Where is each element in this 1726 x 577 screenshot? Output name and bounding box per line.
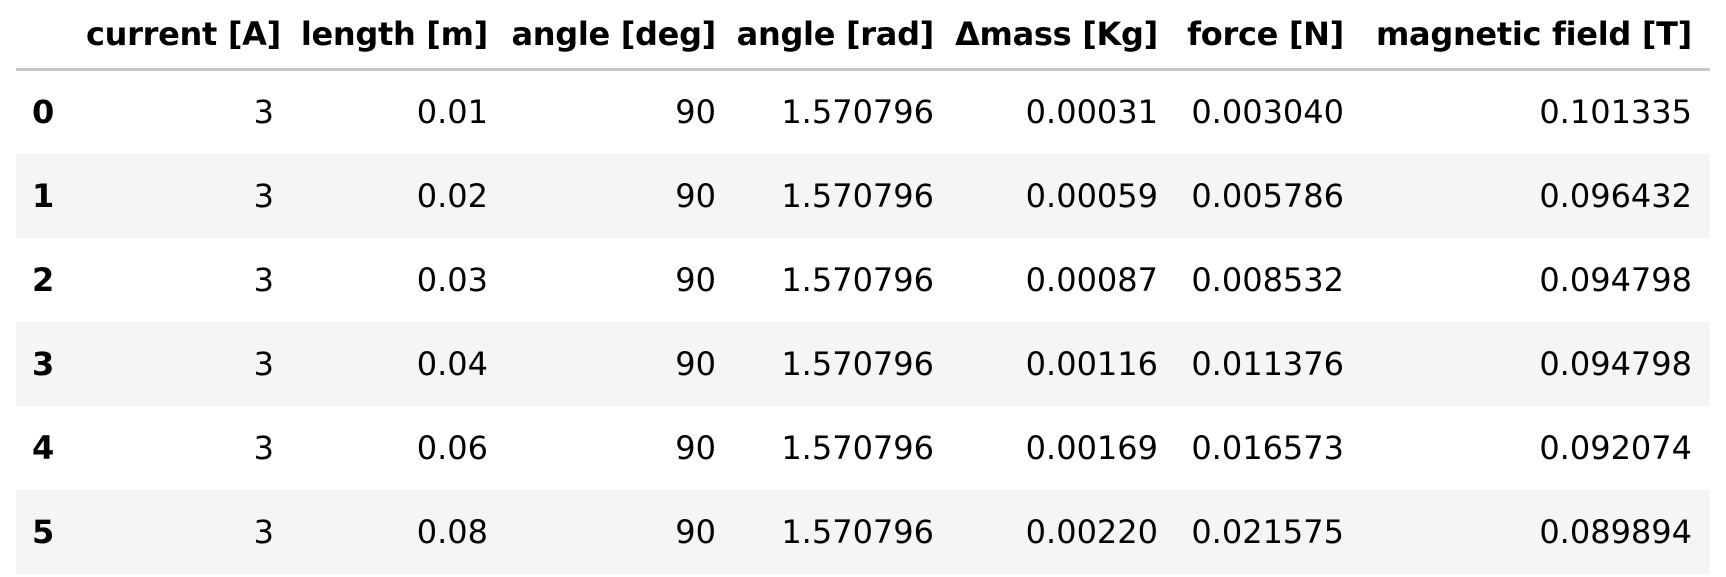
cell-magnetic-field: 0.094798	[1539, 344, 1692, 383]
table-row: 2 3 0.03 90 1.570796 0.00087 0.008532 0.…	[16, 238, 1710, 322]
column-header-current: current [A]	[86, 0, 292, 71]
cell-delta-mass: 0.00116	[1025, 344, 1158, 383]
cell-magnetic-field: 0.096432	[1539, 176, 1692, 215]
cell-length: 0.03	[416, 260, 488, 299]
cell-angle-deg: 90	[675, 344, 716, 383]
row-index: 2	[32, 260, 55, 299]
cell-length: 0.08	[416, 512, 488, 551]
table-row: 4 3 0.06 90 1.570796 0.00169 0.016573 0.…	[16, 406, 1710, 490]
cell-length: 0.06	[416, 428, 488, 467]
row-index: 3	[32, 344, 55, 383]
column-header-angle-deg: angle [deg]	[506, 0, 734, 71]
row-index: 1	[32, 176, 55, 215]
cell-magnetic-field: 0.092074	[1539, 428, 1692, 467]
data-table: current [A] length [m] angle [deg] angle…	[16, 0, 1710, 574]
cell-magnetic-field: 0.089894	[1539, 512, 1692, 551]
row-index: 0	[32, 93, 55, 132]
cell-angle-deg: 90	[675, 260, 716, 299]
cell-delta-mass: 0.00220	[1025, 512, 1158, 551]
cell-force: 0.005786	[1191, 176, 1344, 215]
column-header-magnetic-field: magnetic field [T]	[1362, 0, 1710, 71]
cell-angle-rad: 1.570796	[781, 512, 934, 551]
cell-current: 3	[253, 93, 274, 132]
table-body: 0 3 0.01 90 1.570796 0.00031 0.003040 0.…	[16, 70, 1710, 574]
cell-force: 0.021575	[1191, 512, 1344, 551]
cell-current: 3	[253, 260, 274, 299]
cell-delta-mass: 0.00059	[1025, 176, 1158, 215]
column-header-angle-rad: angle [rad]	[734, 0, 952, 71]
cell-magnetic-field: 0.094798	[1539, 260, 1692, 299]
cell-length: 0.04	[416, 344, 488, 383]
cell-current: 3	[253, 344, 274, 383]
cell-angle-rad: 1.570796	[781, 93, 934, 132]
table-row: 0 3 0.01 90 1.570796 0.00031 0.003040 0.…	[16, 70, 1710, 154]
cell-delta-mass: 0.00087	[1025, 260, 1158, 299]
cell-delta-mass: 0.00031	[1025, 93, 1158, 132]
table-row: 5 3 0.08 90 1.570796 0.00220 0.021575 0.…	[16, 489, 1710, 574]
cell-angle-rad: 1.570796	[781, 176, 934, 215]
cell-angle-deg: 90	[675, 176, 716, 215]
row-index: 5	[32, 512, 55, 551]
table-row: 1 3 0.02 90 1.570796 0.00059 0.005786 0.…	[16, 153, 1710, 238]
row-index: 4	[32, 428, 55, 467]
cell-magnetic-field: 0.101335	[1539, 93, 1692, 132]
cell-current: 3	[253, 428, 274, 467]
table-row: 3 3 0.04 90 1.570796 0.00116 0.011376 0.…	[16, 321, 1710, 406]
cell-force: 0.003040	[1191, 93, 1344, 132]
cell-current: 3	[253, 512, 274, 551]
table-header: current [A] length [m] angle [deg] angle…	[16, 0, 1710, 71]
column-header-delta-mass: Δmass [Kg]	[952, 0, 1176, 71]
cell-angle-rad: 1.570796	[781, 428, 934, 467]
cell-angle-rad: 1.570796	[781, 344, 934, 383]
index-header	[16, 0, 86, 71]
cell-angle-rad: 1.570796	[781, 260, 934, 299]
cell-length: 0.02	[416, 176, 488, 215]
cell-current: 3	[253, 176, 274, 215]
cell-angle-deg: 90	[675, 93, 716, 132]
header-row: current [A] length [m] angle [deg] angle…	[16, 0, 1710, 71]
cell-delta-mass: 0.00169	[1025, 428, 1158, 467]
column-header-length: length [m]	[292, 0, 506, 71]
cell-angle-deg: 90	[675, 512, 716, 551]
cell-force: 0.011376	[1191, 344, 1344, 383]
column-header-force: force [N]	[1176, 0, 1362, 71]
dataframe-output: current [A] length [m] angle [deg] angle…	[16, 0, 1710, 574]
cell-force: 0.008532	[1191, 260, 1344, 299]
cell-angle-deg: 90	[675, 428, 716, 467]
cell-force: 0.016573	[1191, 428, 1344, 467]
cell-length: 0.01	[416, 93, 488, 132]
